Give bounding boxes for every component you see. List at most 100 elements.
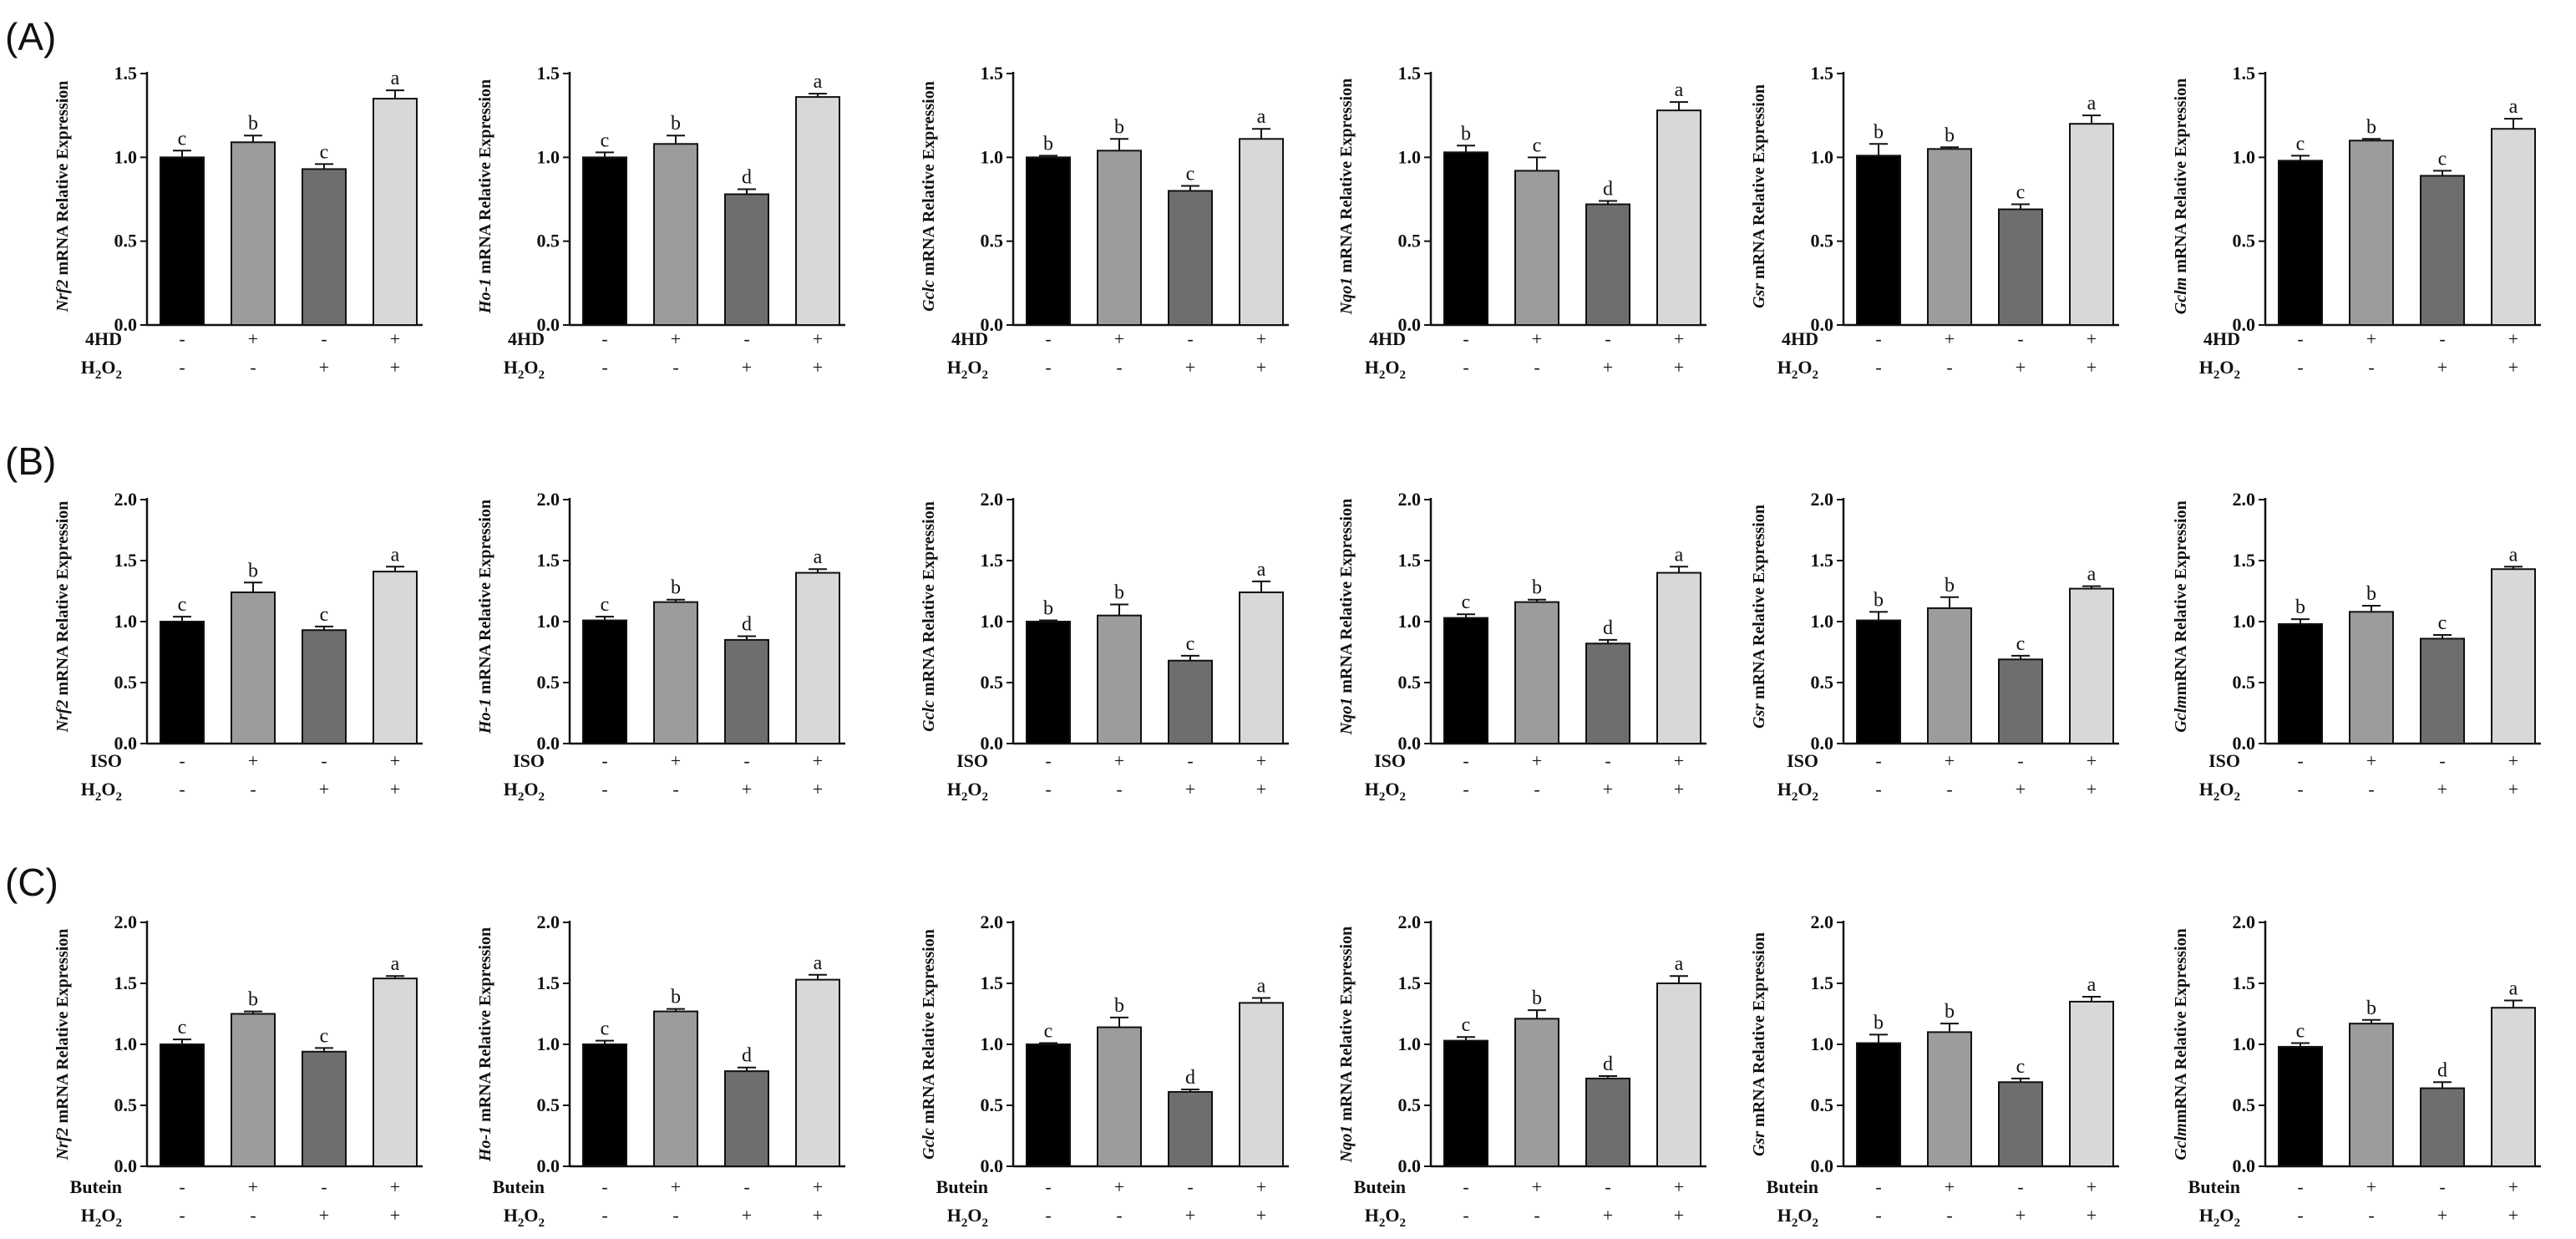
y-tick-label: 1.0 <box>2233 146 2256 167</box>
treatment-sign: + <box>742 779 752 800</box>
y-tick-label: 0.0 <box>114 314 138 335</box>
treatment-label-1: ISO <box>2208 750 2240 771</box>
y-axis-label: GclmmRNA Relative Expression <box>2172 500 2190 732</box>
y-tick-label: 0.5 <box>537 672 560 693</box>
y-tick-label: 0.5 <box>114 672 138 693</box>
bar-2 <box>1514 601 1559 745</box>
treatment-sign: - <box>1946 1205 1952 1226</box>
bar-4 <box>795 96 840 327</box>
treatment-sign: - <box>1875 328 1881 349</box>
treatment-sign: - <box>1875 1176 1881 1197</box>
bar-1 <box>160 621 205 744</box>
significance-letter: b <box>2366 583 2376 605</box>
treatment-label-1: ISO <box>956 750 988 771</box>
treatment-sign: + <box>813 1205 823 1226</box>
bar-1 <box>582 619 627 744</box>
treatment-sign: + <box>390 750 400 771</box>
treatment-sign: - <box>2368 357 2374 378</box>
treatment-label-1: ISO <box>1374 750 1406 771</box>
treatment-sign: - <box>1045 750 1051 771</box>
treatment-sign: - <box>1534 1205 1539 1226</box>
treatment-sign: - <box>601 328 607 349</box>
significance-letter: c <box>1533 135 1542 156</box>
y-tick-label: 1.0 <box>537 611 560 632</box>
treatment-sign: - <box>250 779 256 800</box>
chart-c-gsr: 0.0 0.5 1.0 1.5 2.0 Gsr mRNA Relative Express… <box>1750 911 2119 1230</box>
treatment-sign: - <box>321 1176 327 1197</box>
y-tick-label: 0.0 <box>537 733 560 754</box>
panel-label-c: (C) <box>5 861 58 904</box>
treatment-sign: + <box>1256 328 1266 349</box>
significance-letter: b <box>248 989 258 1011</box>
treatment-sign: + <box>1674 779 1684 800</box>
significance-letter: c <box>1186 633 1195 655</box>
y-tick-label: 1.5 <box>114 63 138 84</box>
bar-4 <box>1239 1002 1284 1167</box>
bar-4 <box>2491 1007 2536 1167</box>
y-tick-label: 2.0 <box>1398 489 1422 510</box>
treatment-sign: + <box>2366 1176 2376 1197</box>
y-tick-label: 1.0 <box>981 146 1004 167</box>
y-tick-label: 1.0 <box>537 1033 560 1054</box>
y-tick-label: 2.0 <box>537 911 560 932</box>
significance-letter: c <box>320 141 329 163</box>
treatment-label-2: H2O2 <box>2199 357 2240 382</box>
bar-2 <box>1927 607 1972 744</box>
treatment-sign: - <box>2017 1176 2023 1197</box>
y-tick-label: 0.5 <box>2233 672 2256 693</box>
y-axis-label: Gclc mRNA Relative Expression <box>920 501 938 732</box>
treatment-sign: - <box>250 1205 256 1226</box>
bar-2 <box>1927 148 1972 326</box>
significance-letter: b <box>1874 121 1884 143</box>
bar-1 <box>1443 151 1488 326</box>
treatment-label-1: ISO <box>90 750 122 771</box>
treatment-sign: - <box>2439 750 2445 771</box>
treatment-sign: + <box>390 328 400 349</box>
y-tick-label: 2.0 <box>114 911 138 932</box>
bar-2 <box>1097 1026 1142 1168</box>
y-tick-label: 0.5 <box>1811 1094 1834 1115</box>
treatment-sign: - <box>179 357 185 378</box>
bar-1 <box>1856 619 1901 744</box>
y-tick-label: 1.0 <box>981 611 1004 632</box>
bar-3 <box>302 168 347 326</box>
treatment-label-1: 4HD <box>1782 328 1818 349</box>
y-tick-label: 0.0 <box>2233 314 2256 335</box>
treatment-sign: - <box>321 328 327 349</box>
treatment-sign: + <box>671 750 681 771</box>
y-axis-label: Gclc mRNA Relative Expression <box>920 929 938 1160</box>
treatment-sign: - <box>672 779 678 800</box>
significance-letter: c <box>320 1025 329 1047</box>
y-tick-label: 1.0 <box>2233 1033 2256 1054</box>
y-tick-label: 1.0 <box>1811 1033 1834 1054</box>
bar-1 <box>1026 1044 1071 1167</box>
significance-letter: a <box>1675 953 1684 975</box>
significance-letter: c <box>2438 148 2447 170</box>
charts-container: 0.0 0.5 1.0 1.5 Nrf2 mRNA Relative Expressio… <box>53 63 2541 1230</box>
bar-2 <box>1927 1031 1972 1168</box>
y-tick-label: 0.5 <box>114 1094 138 1115</box>
significance-letter: b <box>1532 577 1542 599</box>
significance-letter: a <box>1257 976 1266 998</box>
significance-letter: b <box>1945 575 1955 597</box>
treatment-label-2: H2O2 <box>504 779 545 804</box>
treatment-sign: - <box>2297 1205 2303 1226</box>
significance-letter: c <box>601 129 610 151</box>
bar-3 <box>1998 658 2043 745</box>
treatment-sign: + <box>2087 357 2097 378</box>
significance-letter: b <box>248 113 258 135</box>
y-tick-label: 0.5 <box>114 231 138 251</box>
treatment-sign: - <box>179 328 185 349</box>
treatment-sign: - <box>672 357 678 378</box>
y-tick-label: 1.5 <box>114 550 138 571</box>
bar-2 <box>2349 1023 2394 1168</box>
treatment-sign: - <box>1045 357 1051 378</box>
significance-letter: b <box>1532 988 1542 1009</box>
y-tick-label: 2.0 <box>537 489 560 510</box>
significance-letter: a <box>391 544 400 566</box>
treatment-sign: - <box>179 779 185 800</box>
bar-3 <box>1168 1090 1213 1167</box>
treatment-sign: + <box>1674 357 1684 378</box>
significance-letter: a <box>2087 974 2097 996</box>
